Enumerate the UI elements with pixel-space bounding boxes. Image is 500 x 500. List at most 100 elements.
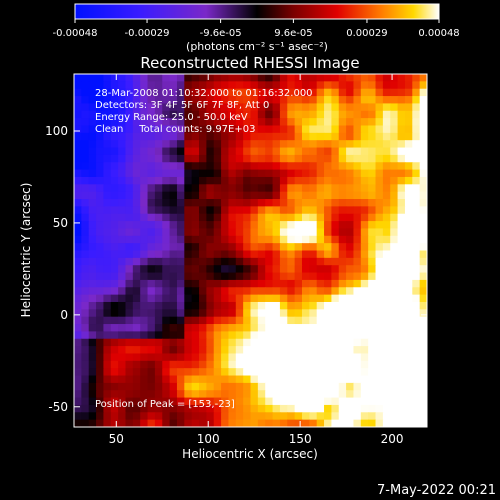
heatmap-cell bbox=[184, 346, 193, 355]
heatmap-cell bbox=[250, 125, 259, 134]
heatmap-cell bbox=[81, 404, 90, 413]
heatmap-cell bbox=[132, 169, 141, 178]
heatmap-cell bbox=[184, 324, 193, 332]
heatmap-cell bbox=[309, 346, 318, 355]
heatmap-cell bbox=[132, 176, 141, 185]
heatmap-cell bbox=[265, 169, 274, 178]
heatmap-cell bbox=[110, 154, 119, 163]
heatmap-cell bbox=[250, 162, 259, 171]
heatmap-cell bbox=[228, 103, 237, 112]
heatmap-cell bbox=[147, 338, 156, 347]
heatmap-cell bbox=[250, 287, 259, 296]
heatmap-cell bbox=[221, 88, 230, 97]
heatmap-cell bbox=[294, 316, 303, 325]
heatmap-cell bbox=[221, 140, 230, 149]
heatmap-cell bbox=[110, 250, 119, 259]
heatmap-cell bbox=[176, 176, 185, 185]
heatmap-cell bbox=[199, 235, 207, 244]
heatmap-cell bbox=[140, 191, 149, 200]
heatmap-cell bbox=[118, 346, 127, 355]
heatmap-cell bbox=[338, 154, 347, 163]
heatmap-cell bbox=[103, 154, 112, 163]
heatmap-cell bbox=[404, 368, 413, 377]
heatmap-cell bbox=[154, 272, 163, 281]
heatmap-cell bbox=[324, 338, 332, 347]
heatmap-cell bbox=[331, 294, 340, 303]
heatmap-cell bbox=[176, 154, 185, 163]
heatmap-cell bbox=[353, 132, 362, 141]
heatmap-cell bbox=[191, 257, 200, 266]
heatmap-cell bbox=[353, 147, 362, 156]
heatmap-cell bbox=[390, 140, 399, 149]
heatmap-cell bbox=[279, 294, 288, 303]
heatmap-cell bbox=[346, 140, 355, 149]
heatmap-cell bbox=[221, 301, 230, 310]
heatmap-cell bbox=[132, 265, 141, 274]
heatmap-cell bbox=[257, 382, 266, 391]
heatmap-cell bbox=[162, 74, 171, 82]
heatmap-cell bbox=[338, 375, 347, 384]
heatmap-cell bbox=[154, 103, 163, 112]
heatmap-cell bbox=[110, 228, 119, 237]
heatmap-cell bbox=[346, 118, 355, 127]
heatmap-cell bbox=[397, 184, 406, 193]
heatmap-cell bbox=[184, 206, 193, 215]
heatmap-cell bbox=[404, 228, 413, 237]
heatmap-cell bbox=[147, 228, 156, 237]
heatmap-cell bbox=[301, 279, 310, 288]
heatmap-cell bbox=[206, 360, 215, 369]
heatmap-cell bbox=[213, 103, 222, 112]
heatmap-cell bbox=[191, 368, 200, 377]
heatmap-cell bbox=[397, 375, 406, 384]
heatmap-cell bbox=[360, 419, 369, 427]
heatmap-cell bbox=[346, 294, 355, 303]
heatmap-cell bbox=[324, 287, 332, 296]
heatmap-cell bbox=[199, 191, 207, 200]
heatmap-cell bbox=[228, 228, 237, 237]
heatmap-cell bbox=[360, 140, 369, 149]
heatmap-cell bbox=[235, 287, 244, 296]
heatmap-cell bbox=[235, 243, 244, 252]
heatmap-cell bbox=[375, 360, 384, 369]
heatmap-cell bbox=[324, 235, 332, 244]
heatmap-cell bbox=[235, 419, 244, 427]
heatmap-cell bbox=[243, 118, 252, 127]
heatmap-cell bbox=[390, 191, 399, 200]
heatmap-cell bbox=[132, 301, 141, 310]
heatmap-cell bbox=[294, 412, 303, 421]
heatmap-cell bbox=[221, 154, 230, 163]
heatmap-cell bbox=[353, 243, 362, 252]
heatmap-cell bbox=[125, 199, 134, 207]
heatmap-cell bbox=[191, 346, 200, 355]
heatmap-cell bbox=[243, 338, 252, 347]
heatmap-cell bbox=[360, 309, 369, 318]
heatmap-cell bbox=[74, 279, 82, 288]
heatmap-cell bbox=[74, 412, 82, 421]
heatmap-cell bbox=[147, 74, 156, 82]
heatmap-cell bbox=[397, 243, 406, 252]
heatmap-cell bbox=[235, 184, 244, 193]
heatmap-cell bbox=[140, 331, 149, 340]
heatmap-cell bbox=[154, 257, 163, 266]
heatmap-cell bbox=[140, 103, 149, 112]
heatmap-cell bbox=[169, 309, 178, 318]
heatmap-cell bbox=[397, 228, 406, 237]
heatmap-cell bbox=[191, 96, 200, 105]
heatmap-cell bbox=[118, 279, 127, 288]
heatmap-cell bbox=[397, 301, 406, 310]
heatmap-cell bbox=[375, 324, 384, 332]
heatmap-cell bbox=[309, 368, 318, 377]
heatmap-cell bbox=[309, 338, 318, 347]
heatmap-cell bbox=[103, 257, 112, 266]
heatmap-cell bbox=[404, 125, 413, 134]
heatmap-cell bbox=[390, 132, 399, 141]
heatmap-cell bbox=[346, 96, 355, 105]
heatmap-cell bbox=[272, 110, 281, 119]
heatmap-cell bbox=[390, 309, 399, 318]
heatmap-cell bbox=[235, 397, 244, 406]
heatmap-cell bbox=[243, 110, 252, 119]
heatmap-cell bbox=[88, 74, 97, 82]
heatmap-cell bbox=[74, 419, 82, 427]
heatmap-cell bbox=[265, 176, 274, 185]
heatmap-cell bbox=[331, 213, 340, 222]
